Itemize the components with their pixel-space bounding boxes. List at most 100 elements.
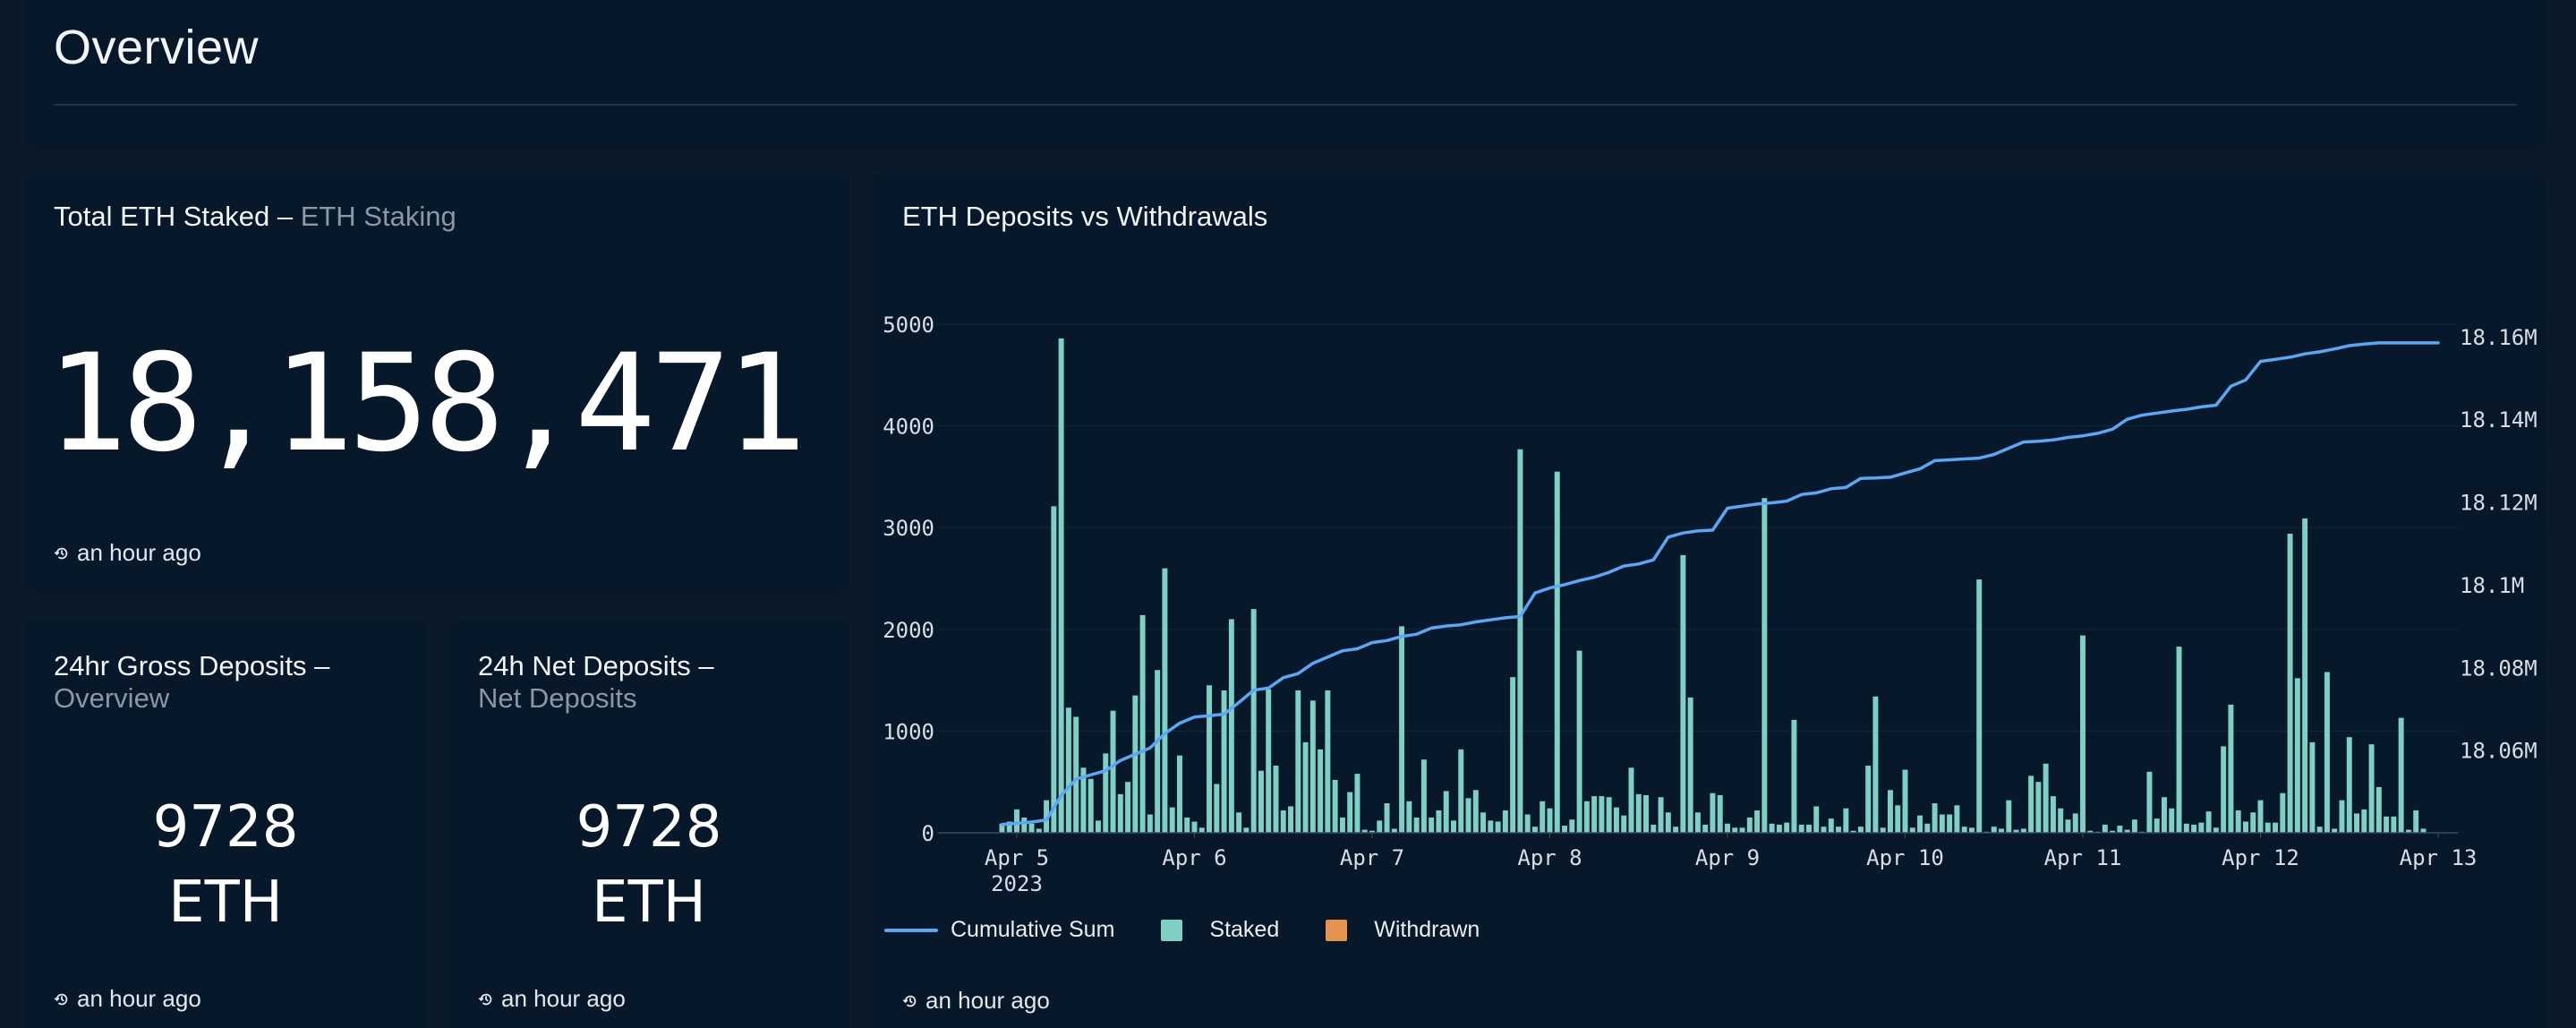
staked-bar <box>1243 827 1250 833</box>
staked-bar <box>2339 800 2345 833</box>
staked-bar <box>1169 807 1175 833</box>
staked-bar <box>2405 829 2411 833</box>
staked-bar <box>2020 828 2026 833</box>
y-right-tick-label: 18.06M <box>2460 739 2538 764</box>
staked-bar <box>1377 820 1383 833</box>
staked-bar <box>1517 449 1523 833</box>
deposits-withdrawals-chart-panel[interactable]: ETH Deposits vs Withdrawals 0 1000 2000 300… <box>874 174 2546 1028</box>
staked-bar <box>2228 704 2234 833</box>
staked-bar <box>2162 797 2167 833</box>
y-right-tick-label: 18.14M <box>2460 407 2538 433</box>
staked-bar <box>2146 771 2153 833</box>
staked-bar <box>1887 790 1893 833</box>
staked-bar <box>1954 805 1960 833</box>
staked-bar <box>1635 793 1642 833</box>
y-left-tick-label: 4000 <box>883 415 934 440</box>
y-right-tick-label: 18.12M <box>2460 491 2538 516</box>
staked-bar <box>1732 827 1738 833</box>
x-tick-label: Apr 5 <box>985 845 1049 870</box>
staked-bar <box>1413 817 1420 833</box>
staked-bar <box>1318 749 1324 833</box>
staked-bar <box>2420 828 2427 833</box>
staked-bar <box>1606 797 1612 833</box>
staked-bar <box>1895 805 1901 833</box>
chart[interactable]: 0 1000 2000 3000 4000 5000 18.06M 18.08M 18.1M 18… <box>874 174 2546 1028</box>
staked-bar <box>1288 806 1293 833</box>
title-separator: – <box>690 650 714 681</box>
staked-bar <box>1065 707 1071 833</box>
net-deposits-panel[interactable]: 24h Net Deposits – Net Deposits 9728 ETH… <box>449 620 849 1028</box>
header-divider <box>54 104 2517 106</box>
staked-bar <box>1280 810 1286 833</box>
staked-bar <box>1909 827 1915 833</box>
staked-bar <box>1665 812 1671 833</box>
staked-bar <box>1643 794 1649 833</box>
staked-bar <box>2316 827 2323 833</box>
staked-bar <box>1191 821 1198 833</box>
legend-item-cumulative[interactable]: Cumulative Sum <box>884 917 1114 943</box>
staked-bar <box>1162 568 1168 833</box>
staked-bar <box>1510 677 1516 833</box>
staked-bar <box>2176 647 2182 833</box>
staked-bar <box>1361 829 1368 833</box>
staked-bar <box>2242 821 2248 833</box>
staked-bar <box>1569 819 1575 833</box>
staked-bar <box>1058 338 1064 833</box>
staked-bar <box>1976 579 1983 833</box>
panel-title-text: 24hr Gross Deposits <box>54 650 307 681</box>
staked-bar <box>2205 811 2212 833</box>
total-staked-value: 18,158,471 <box>47 326 806 482</box>
staked-bar <box>2065 819 2071 833</box>
total-eth-staked-panel[interactable]: Total ETH Staked – ETH Staking 18,158,47… <box>25 174 849 595</box>
last-updated-text: an hour ago <box>77 539 201 566</box>
staked-bar <box>1369 830 1375 833</box>
staked-bar <box>1991 827 1997 833</box>
history-icon <box>54 993 68 1005</box>
staked-bar <box>1258 770 1264 833</box>
staked-bar <box>1540 801 1546 833</box>
x-tick-label: Apr 13 <box>2400 845 2478 870</box>
staked-bar <box>2154 818 2160 833</box>
staked-bar <box>1480 812 1487 833</box>
staked-bar <box>1843 808 1849 833</box>
staked-bar <box>1776 824 1782 833</box>
staked-bar <box>2265 822 2271 833</box>
staked-bar <box>1339 817 1345 833</box>
staked-bar <box>2346 737 2352 833</box>
staked-bar <box>1821 827 1827 833</box>
staked-bar <box>1798 824 1804 833</box>
legend-item-staked[interactable]: Staked <box>1161 917 1279 943</box>
staked-bar <box>1562 826 1568 833</box>
last-updated-text: an hour ago <box>77 985 201 1012</box>
staked-bar <box>1924 823 1931 833</box>
overview-header: Overview <box>25 0 2546 150</box>
y-left-tick-label: 0 <box>922 821 934 846</box>
cumulative-line <box>1000 341 2440 827</box>
gross-deposits-panel[interactable]: 24hr Gross Deposits – Overview 9728 ETH … <box>25 620 426 1028</box>
metric-value: 9728 ETH <box>25 790 426 940</box>
panel-title: 24h Net Deposits – Net Deposits <box>478 650 714 715</box>
y-right-tick-label: 18.16M <box>2460 325 2538 350</box>
x-tick-label: Apr 10 <box>1866 845 1944 870</box>
staked-bar <box>1880 827 1886 833</box>
staked-bar <box>1576 650 1582 833</box>
x-tick-label: Apr 9 <box>1695 845 1760 870</box>
staked-bar <box>1250 609 1257 833</box>
panel-title: ETH Deposits vs Withdrawals <box>902 201 1268 232</box>
staked-bar <box>1354 774 1361 833</box>
staked-bar <box>1080 767 1087 833</box>
staked-bar <box>1036 828 1042 833</box>
staked-bar <box>1443 791 1449 833</box>
legend-item-withdrawn[interactable]: Withdrawn <box>1326 917 1480 943</box>
staked-bar <box>1051 506 1057 833</box>
staked-bar <box>2043 763 2049 833</box>
staked-bar <box>2294 678 2300 833</box>
staked-bar <box>1273 766 1279 833</box>
staked-bar <box>1599 796 1605 833</box>
staked-bar <box>2087 830 2094 833</box>
x-tick-label: Apr 12 <box>2222 845 2299 870</box>
panel-subtitle: Overview <box>54 682 170 714</box>
staked-bar <box>1947 814 1953 833</box>
staked-bar <box>1184 817 1190 833</box>
y-left-tick-label: 3000 <box>883 516 934 541</box>
